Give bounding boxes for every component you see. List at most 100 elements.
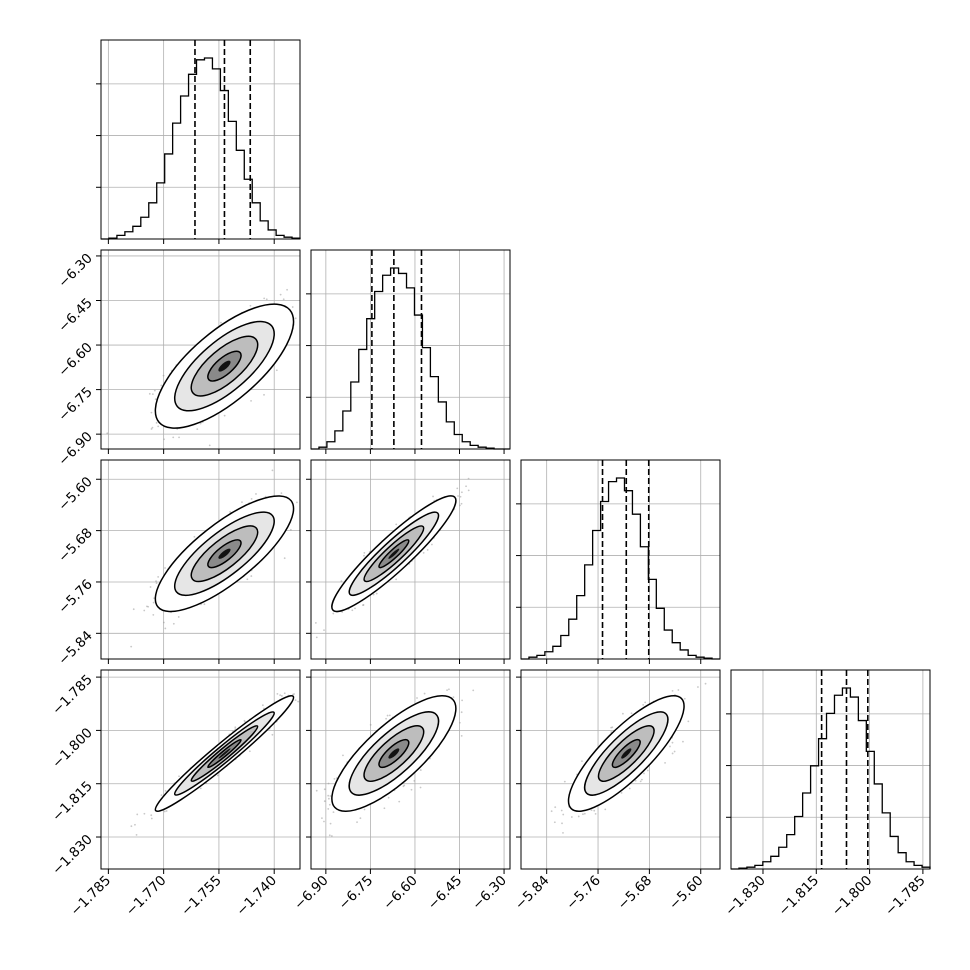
sample-point xyxy=(332,811,335,814)
axes-frame xyxy=(730,669,931,870)
density-layer xyxy=(550,682,707,834)
sample-point xyxy=(697,686,699,688)
axes-frame xyxy=(100,249,301,450)
sample-point xyxy=(323,788,326,791)
sample-point xyxy=(426,549,429,551)
sample-point xyxy=(263,393,265,396)
sample-point xyxy=(261,704,264,707)
sample-point xyxy=(150,411,153,414)
sample-point xyxy=(178,775,180,778)
sample-point xyxy=(150,428,153,430)
density-layer xyxy=(106,288,307,447)
sample-point xyxy=(395,523,398,526)
y-tick-label: −5.68 xyxy=(55,525,96,566)
sample-point xyxy=(164,789,167,792)
sample-point xyxy=(459,504,461,507)
sample-point xyxy=(640,778,643,781)
sample-point xyxy=(560,809,563,812)
sample-point xyxy=(403,784,406,787)
histogram-step xyxy=(101,57,301,240)
sample-point xyxy=(208,444,211,447)
sample-point xyxy=(550,810,553,813)
sample-point xyxy=(155,582,158,584)
sample-point xyxy=(460,711,463,714)
sample-point xyxy=(677,689,680,691)
sample-point xyxy=(321,817,323,819)
sample-point xyxy=(134,823,136,826)
sample-point xyxy=(315,789,318,792)
y-tick-label: −5.76 xyxy=(55,576,96,617)
x-tick-label: −6.90 xyxy=(291,873,332,914)
sample-point xyxy=(472,689,475,692)
sample-point xyxy=(106,432,109,435)
sample-point xyxy=(395,578,398,581)
sample-point xyxy=(163,438,165,441)
x-tick-label: −1.740 xyxy=(233,873,280,920)
sample-point xyxy=(130,825,133,828)
sample-point xyxy=(150,817,153,820)
sample-point xyxy=(132,608,135,611)
density-layer xyxy=(130,692,300,836)
sample-point xyxy=(162,374,165,377)
sample-point xyxy=(162,621,165,624)
sample-point xyxy=(562,813,565,816)
sample-point xyxy=(196,428,199,431)
y-tick-label: −6.60 xyxy=(55,340,96,381)
sample-point xyxy=(342,754,344,757)
sample-point xyxy=(375,592,378,595)
sample-point xyxy=(369,723,372,726)
sample-point xyxy=(448,688,450,691)
sample-point xyxy=(430,543,433,546)
x-tick-label: −6.60 xyxy=(380,873,421,914)
sample-point xyxy=(458,721,461,724)
sample-point xyxy=(323,820,325,823)
sample-point xyxy=(354,607,356,610)
sample-point xyxy=(387,796,390,799)
sample-point xyxy=(155,580,157,583)
sample-point xyxy=(178,436,180,439)
sample-point xyxy=(286,288,288,291)
sample-point xyxy=(582,813,584,816)
sample-point xyxy=(229,511,231,513)
sample-point xyxy=(296,501,298,504)
density-peak xyxy=(218,548,231,559)
sample-point xyxy=(164,627,167,630)
density-peak xyxy=(621,748,632,759)
x-tick-label: −1.785 xyxy=(882,873,929,920)
y-tick-label: −6.75 xyxy=(55,384,96,425)
sample-point xyxy=(293,693,295,695)
histogram-step xyxy=(311,267,510,450)
sample-point xyxy=(385,717,388,720)
sample-point xyxy=(163,810,166,813)
sample-point xyxy=(305,333,307,335)
sample-point xyxy=(398,800,401,803)
sample-point xyxy=(279,694,282,697)
sample-point xyxy=(314,622,317,624)
sample-point xyxy=(216,774,219,777)
sample-point xyxy=(304,326,306,328)
panel-2-0: −5.84−5.76−5.68−5.60 xyxy=(55,459,301,669)
sample-point xyxy=(329,795,332,797)
sample-point xyxy=(673,750,676,753)
panel-2-1 xyxy=(306,459,511,664)
panel-1-1 xyxy=(306,249,511,454)
sample-point xyxy=(327,794,330,797)
sample-point xyxy=(135,833,138,836)
sample-point xyxy=(683,697,686,700)
sample-point xyxy=(177,616,180,618)
sample-point xyxy=(193,535,196,538)
y-tick-label: −6.30 xyxy=(55,250,96,291)
sample-point xyxy=(577,815,580,818)
panel-3-3: −1.830 −1.815 −1.800 −1.785 xyxy=(722,669,931,920)
sample-point xyxy=(682,740,684,743)
sample-point xyxy=(643,772,645,775)
density-peak xyxy=(388,748,400,759)
sample-point xyxy=(563,780,566,783)
y-tick-label: −5.84 xyxy=(55,628,96,669)
sample-point xyxy=(622,712,624,715)
sample-point xyxy=(155,421,158,424)
sample-point xyxy=(234,728,237,731)
sample-point xyxy=(276,692,279,695)
sample-point xyxy=(413,779,416,782)
sample-point xyxy=(359,817,362,820)
